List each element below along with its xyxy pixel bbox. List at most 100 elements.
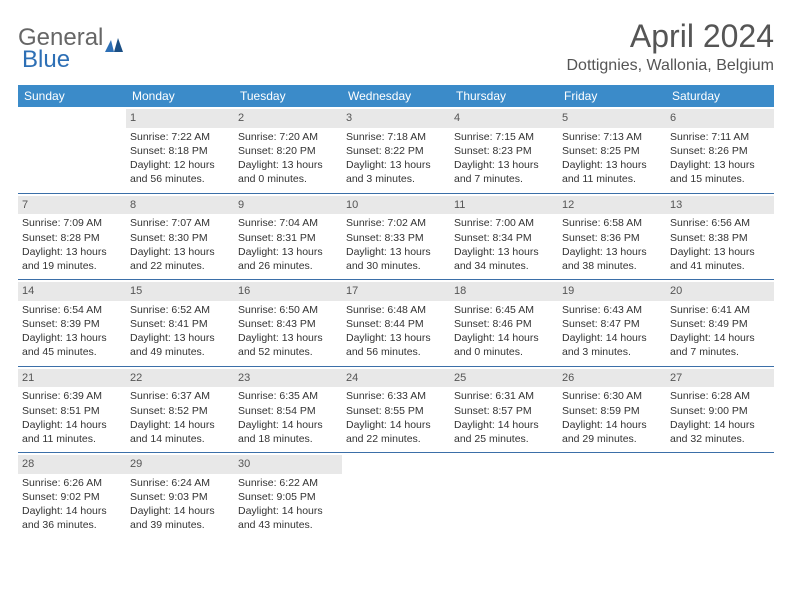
day-number: 6: [666, 109, 774, 128]
calendar-day-cell: 6 Sunrise: 7:11 AMSunset: 8:26 PMDaylight…: [666, 107, 774, 193]
month-title: April 2024: [567, 18, 775, 55]
sunset-text: Sunset: 8:59 PM: [562, 404, 662, 418]
daylight-text: Daylight: 14 hours: [454, 418, 554, 432]
daylight-text: and 11 minutes.: [22, 432, 122, 446]
sunrise-text: Sunrise: 6:33 AM: [346, 389, 446, 403]
sunset-text: Sunset: 8:34 PM: [454, 231, 554, 245]
weekday-header: Thursday: [450, 85, 558, 107]
sunrise-text: Sunrise: 6:58 AM: [562, 216, 662, 230]
sunset-text: Sunset: 8:39 PM: [22, 317, 122, 331]
sunset-text: Sunset: 8:51 PM: [22, 404, 122, 418]
calendar-week-row: 7Sunrise: 7:09 AMSunset: 8:28 PMDaylight…: [18, 193, 774, 280]
sunrise-text: Sunrise: 7:20 AM: [238, 130, 338, 144]
title-block: April 2024 Dottignies, Wallonia, Belgium: [567, 18, 775, 75]
weekday-header: Sunday: [18, 85, 126, 107]
daylight-text: Daylight: 14 hours: [562, 418, 662, 432]
calendar-week-row: 21Sunrise: 6:39 AMSunset: 8:51 PMDayligh…: [18, 366, 774, 453]
day-number: 12: [558, 196, 666, 215]
daylight-text: and 39 minutes.: [130, 518, 230, 532]
calendar-day-cell: 1Sunrise: 7:22 AMSunset: 8:18 PMDaylight…: [126, 107, 234, 193]
header: General April 2024 Dottignies, Wallonia,…: [18, 18, 774, 75]
calendar-day-cell: 15Sunrise: 6:52 AMSunset: 8:41 PMDayligh…: [126, 280, 234, 367]
calendar-day-cell: [450, 453, 558, 539]
sunrise-text: Sunrise: 6:48 AM: [346, 303, 446, 317]
calendar-day-cell: 18Sunrise: 6:45 AMSunset: 8:46 PMDayligh…: [450, 280, 558, 367]
calendar-day-cell: 21Sunrise: 6:39 AMSunset: 8:51 PMDayligh…: [18, 366, 126, 453]
daylight-text: and 56 minutes.: [346, 345, 446, 359]
calendar-day-cell: 20Sunrise: 6:41 AMSunset: 8:49 PMDayligh…: [666, 280, 774, 367]
daylight-text: Daylight: 14 hours: [22, 418, 122, 432]
sunrise-text: Sunrise: 6:31 AM: [454, 389, 554, 403]
daylight-text: and 29 minutes.: [562, 432, 662, 446]
calendar-day-cell: 4Sunrise: 7:15 AMSunset: 8:23 PMDaylight…: [450, 107, 558, 193]
sunset-text: Sunset: 8:20 PM: [238, 144, 338, 158]
daylight-text: and 43 minutes.: [238, 518, 338, 532]
sunrise-text: Sunrise: 6:22 AM: [238, 476, 338, 490]
daylight-text: and 7 minutes.: [670, 345, 770, 359]
calendar-day-cell: 8Sunrise: 7:07 AMSunset: 8:30 PMDaylight…: [126, 193, 234, 280]
calendar-day-cell: 19Sunrise: 6:43 AMSunset: 8:47 PMDayligh…: [558, 280, 666, 367]
daylight-text: Daylight: 14 hours: [454, 331, 554, 345]
daylight-text: and 41 minutes.: [670, 259, 770, 273]
daylight-text: and 7 minutes.: [454, 172, 554, 186]
daylight-text: and 45 minutes.: [22, 345, 122, 359]
calendar-day-cell: 3Sunrise: 7:18 AMSunset: 8:22 PMDaylight…: [342, 107, 450, 193]
sunrise-text: Sunrise: 6:35 AM: [238, 389, 338, 403]
sunrise-text: Sunrise: 7:13 AM: [562, 130, 662, 144]
sunset-text: Sunset: 8:22 PM: [346, 144, 446, 158]
daylight-text: and 30 minutes.: [346, 259, 446, 273]
sunset-text: Sunset: 8:43 PM: [238, 317, 338, 331]
daylight-text: and 15 minutes.: [670, 172, 770, 186]
day-number: 21: [18, 369, 126, 388]
day-number: 25: [450, 369, 558, 388]
sunset-text: Sunset: 8:49 PM: [670, 317, 770, 331]
weekday-header: Monday: [126, 85, 234, 107]
weekday-header: Wednesday: [342, 85, 450, 107]
sunset-text: Sunset: 8:57 PM: [454, 404, 554, 418]
calendar-day-cell: 17Sunrise: 6:48 AMSunset: 8:44 PMDayligh…: [342, 280, 450, 367]
calendar-day-cell: 5Sunrise: 7:13 AMSunset: 8:25 PMDaylight…: [558, 107, 666, 193]
daylight-text: and 26 minutes.: [238, 259, 338, 273]
daylight-text: and 0 minutes.: [238, 172, 338, 186]
day-number: 18: [450, 282, 558, 301]
day-number: 16: [234, 282, 342, 301]
daylight-text: Daylight: 14 hours: [130, 504, 230, 518]
daylight-text: Daylight: 13 hours: [454, 158, 554, 172]
day-number: 29: [126, 455, 234, 474]
sunrise-text: Sunrise: 7:07 AM: [130, 216, 230, 230]
calendar-day-cell: 28Sunrise: 6:26 AMSunset: 9:02 PMDayligh…: [18, 453, 126, 539]
daylight-text: Daylight: 13 hours: [562, 158, 662, 172]
day-number: 22: [126, 369, 234, 388]
calendar-day-cell: [342, 453, 450, 539]
sunset-text: Sunset: 8:31 PM: [238, 231, 338, 245]
daylight-text: Daylight: 13 hours: [130, 245, 230, 259]
calendar-day-cell: 10Sunrise: 7:02 AMSunset: 8:33 PMDayligh…: [342, 193, 450, 280]
day-number: 20: [666, 282, 774, 301]
day-number: 1: [126, 109, 234, 128]
daylight-text: Daylight: 14 hours: [346, 418, 446, 432]
calendar-week-row: 28Sunrise: 6:26 AMSunset: 9:02 PMDayligh…: [18, 453, 774, 539]
calendar-day-cell: 24Sunrise: 6:33 AMSunset: 8:55 PMDayligh…: [342, 366, 450, 453]
day-number: 14: [18, 282, 126, 301]
sunset-text: Sunset: 9:03 PM: [130, 490, 230, 504]
sunrise-text: Sunrise: 7:09 AM: [22, 216, 122, 230]
sunset-text: Sunset: 9:02 PM: [22, 490, 122, 504]
calendar-day-cell: 7Sunrise: 7:09 AMSunset: 8:28 PMDaylight…: [18, 193, 126, 280]
calendar-day-cell: [666, 453, 774, 539]
sunset-text: Sunset: 8:46 PM: [454, 317, 554, 331]
calendar-day-cell: 30Sunrise: 6:22 AMSunset: 9:05 PMDayligh…: [234, 453, 342, 539]
sunset-text: Sunset: 8:52 PM: [130, 404, 230, 418]
daylight-text: and 36 minutes.: [22, 518, 122, 532]
daylight-text: and 52 minutes.: [238, 345, 338, 359]
calendar-day-cell: 12Sunrise: 6:58 AMSunset: 8:36 PMDayligh…: [558, 193, 666, 280]
sunrise-text: Sunrise: 6:39 AM: [22, 389, 122, 403]
day-number: 4: [450, 109, 558, 128]
sunset-text: Sunset: 8:26 PM: [670, 144, 770, 158]
calendar-day-cell: 25Sunrise: 6:31 AMSunset: 8:57 PMDayligh…: [450, 366, 558, 453]
daylight-text: Daylight: 13 hours: [670, 158, 770, 172]
location: Dottignies, Wallonia, Belgium: [567, 57, 775, 75]
sunrise-text: Sunrise: 7:11 AM: [670, 130, 770, 144]
calendar-day-cell: 2Sunrise: 7:20 AMSunset: 8:20 PMDaylight…: [234, 107, 342, 193]
calendar-day-cell: 29Sunrise: 6:24 AMSunset: 9:03 PMDayligh…: [126, 453, 234, 539]
sunrise-text: Sunrise: 7:02 AM: [346, 216, 446, 230]
